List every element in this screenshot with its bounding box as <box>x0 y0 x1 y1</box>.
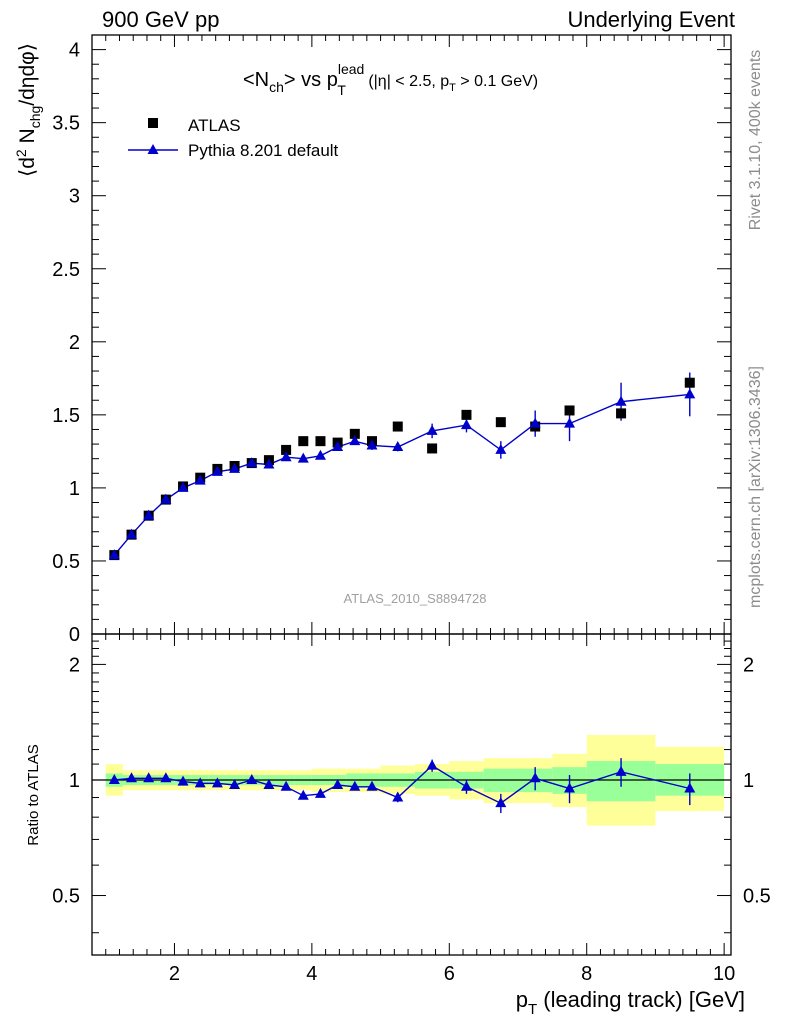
ratio-data-point <box>460 780 472 791</box>
y-tick-label: 2.5 <box>52 259 80 281</box>
ratio-data-point <box>194 777 206 788</box>
ratio-data-point <box>366 780 378 791</box>
pythia-data-point <box>297 452 309 463</box>
ratio-data-point <box>349 780 361 791</box>
ratio-data-point <box>529 772 541 783</box>
ratio-data-point <box>246 773 258 784</box>
pythia-data-point <box>392 440 404 451</box>
x-tick-label: 10 <box>713 963 735 985</box>
pythia-data-point <box>615 395 627 406</box>
atlas-data-point <box>616 408 627 419</box>
pythia-data-point <box>332 440 344 451</box>
ratio-data-point <box>126 772 138 783</box>
y-tick-label: 0.5 <box>52 551 80 573</box>
pythia-data-point <box>366 439 378 450</box>
y-tick-label: 0 <box>69 624 80 646</box>
atlas-data-point <box>684 377 695 388</box>
pythia-data-point <box>194 474 206 485</box>
ratio-data-point <box>263 779 275 790</box>
pythia-data-point <box>684 388 696 399</box>
pythia-data-point <box>126 528 138 539</box>
pythia-data-point <box>495 443 507 454</box>
ratio-data-point <box>392 791 404 802</box>
ratio-y-tick-label-left: 0.5 <box>52 886 80 908</box>
pythia-data-point <box>564 417 576 428</box>
legend-marker-atlas <box>148 118 158 128</box>
pythia-data-point <box>229 462 241 473</box>
y-tick-label: 4 <box>69 40 80 62</box>
y-tick-label: 1 <box>69 478 80 500</box>
ratio-y-axis-label: Ratio to ATLAS <box>25 744 42 845</box>
atlas-data-point <box>392 421 403 432</box>
header-left: 900 GeV pp <box>102 7 219 32</box>
ratio-data-point <box>143 772 155 783</box>
ratio-data-point <box>280 780 292 791</box>
atlas-data-point <box>461 409 472 420</box>
legend-label-pythia: Pythia 8.201 default <box>188 141 339 160</box>
ratio-y-tick-label-left: 2 <box>69 654 80 676</box>
y-tick-label: 3.5 <box>52 113 80 135</box>
atlas-data-point <box>281 444 292 455</box>
pythia-data-point <box>426 424 438 435</box>
atlas-data-point <box>349 428 360 439</box>
ratio-data-point <box>211 777 223 788</box>
pythia-data-point <box>280 451 292 462</box>
pythia-data-point <box>349 435 361 446</box>
atlas-data-point <box>315 436 326 447</box>
plot-title: <Nch> vs plead T (|η| < 2.5, pT > 0.1 GeV… <box>243 61 538 98</box>
mcplots-source-label: mcplots.cern.ch [arXiv:1306.3436] <box>747 366 764 608</box>
ratio-data-point <box>160 772 172 783</box>
pythia-data-point <box>460 419 472 430</box>
x-tick-label: 8 <box>581 963 592 985</box>
ratio-y-tick-label-left: 1 <box>69 770 80 792</box>
analysis-watermark: ATLAS_2010_S8894728 <box>344 591 487 606</box>
atlas-data-point <box>427 443 438 454</box>
ratio-data-point <box>615 765 627 776</box>
rivet-version-label: Rivet 3.1.10, 400k events <box>747 50 764 231</box>
pythia-data-point <box>160 493 172 504</box>
x-axis-label: pT (leading track) [GeV] <box>516 987 745 1018</box>
ratio-data-point <box>314 787 326 798</box>
y-tick-label: 2 <box>69 332 80 354</box>
ratio-data-point <box>229 779 241 790</box>
ratio-data-point <box>426 759 438 770</box>
pythia-data-point <box>529 417 541 428</box>
x-tick-label: 2 <box>169 963 180 985</box>
ratio-data-point <box>332 779 344 790</box>
pythia-data-point <box>246 457 258 468</box>
ratio-data-point <box>495 797 507 808</box>
pythia-data-point <box>263 458 275 469</box>
header-right: Underlying Event <box>567 7 735 32</box>
ratio-y-tick-label-right: 2 <box>743 654 754 676</box>
ratio-y-tick-label-right: 0.5 <box>743 886 771 908</box>
x-tick-label: 6 <box>444 963 455 985</box>
pythia-data-point <box>143 509 155 520</box>
pythia-data-point <box>314 449 326 460</box>
atlas-data-point <box>298 436 309 447</box>
pythia-data-point <box>211 465 223 476</box>
pythia-data-point <box>108 549 120 560</box>
ratio-plot-frame <box>91 633 732 956</box>
pythia-data-point <box>177 481 189 492</box>
legend-label-atlas: ATLAS <box>188 116 241 135</box>
ratio-data-point <box>684 782 696 793</box>
x-tick-label: 4 <box>306 963 317 985</box>
y-axis-label: ⟨d2 Nchg/dηdφ⟩ <box>13 43 43 177</box>
legend-marker-pythia <box>147 144 159 154</box>
atlas-data-point <box>564 405 575 416</box>
atlas-data-point <box>495 417 506 428</box>
y-tick-label: 1.5 <box>52 405 80 427</box>
ratio-data-point <box>297 789 309 800</box>
ratio-y-tick-label-right: 1 <box>743 770 754 792</box>
ratio-data-point <box>564 782 576 793</box>
y-tick-label: 3 <box>69 186 80 208</box>
ratio-data-point <box>177 775 189 786</box>
ratio-data-point <box>108 773 120 784</box>
